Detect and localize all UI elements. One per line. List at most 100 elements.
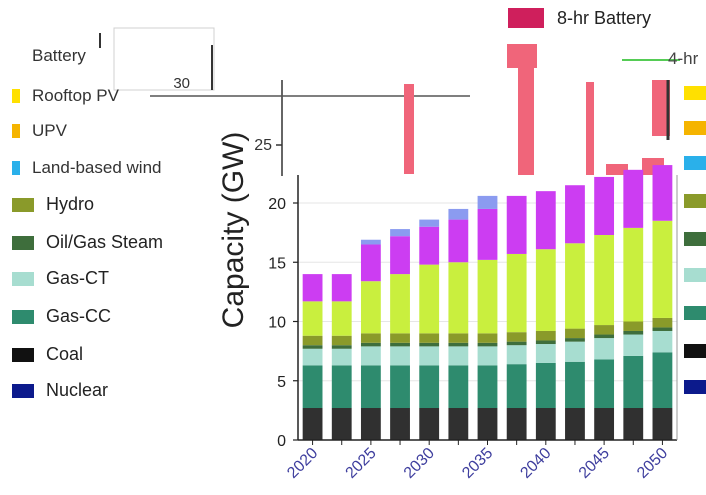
y-tick-labels: 0 5 10 15 20: [268, 196, 286, 450]
legend-swatch: [12, 383, 34, 398]
y-tick-label: 20: [268, 196, 286, 213]
bar-segment: [331, 274, 352, 302]
bar-segment: [302, 345, 323, 349]
bar-segment: [302, 335, 323, 346]
legend-label: Gas-CT: [46, 268, 109, 288]
bar-segment: [477, 259, 498, 334]
bar-segment: [652, 352, 673, 409]
x-tick-label: 2025: [343, 445, 380, 482]
bar-segment: [565, 243, 585, 329]
bar-segment: [419, 365, 440, 409]
ghost-swatch: [684, 121, 706, 135]
legend-label-partial: 4-hr: [668, 49, 699, 68]
bar-segment: [360, 365, 381, 409]
bar-segment: [390, 346, 410, 366]
ghost-swatch: [684, 86, 706, 100]
y-tick-label: 0: [277, 433, 286, 450]
ghost-swatch: [684, 232, 706, 246]
bar-segment: [506, 253, 527, 333]
bar-segment: [623, 355, 644, 409]
bar-segment: [594, 176, 615, 235]
x-tick-label: 2040: [517, 445, 554, 482]
bar-segment: [535, 330, 556, 341]
bar-segment: [623, 169, 644, 228]
bar-segment: [477, 408, 498, 440]
legend-item: Oil/Gas Steam: [12, 232, 163, 253]
legend-swatch: [12, 124, 20, 138]
bar-segment: [594, 338, 615, 360]
overlapped-chart-fragments: 30 25: [99, 27, 706, 394]
bar-segment: [477, 195, 498, 209]
bar-segment: [565, 338, 585, 342]
bar-segment: [390, 365, 410, 409]
bar-segment: [652, 408, 673, 440]
bar-segment: [506, 341, 527, 346]
legend-swatch: [12, 235, 34, 250]
bar-segment: [302, 301, 323, 336]
bar-segment: [506, 408, 527, 440]
bar-segment: [448, 262, 469, 334]
legend-item: UPV: [12, 121, 67, 141]
bar-segment: [565, 361, 585, 409]
bar-segment: [390, 342, 410, 347]
bar-segment: [477, 208, 498, 260]
legend-label: Gas-CC: [46, 306, 112, 326]
bar-segment: [477, 342, 498, 347]
legend-swatch: [12, 197, 34, 212]
bar-segment: [331, 365, 352, 409]
legend-swatch: [12, 49, 20, 63]
ghost-bar: [586, 82, 594, 176]
bar-segment: [565, 408, 585, 440]
legend-label: UPV: [32, 121, 67, 140]
bar-segment: [331, 345, 352, 349]
ghost-swatch: [684, 380, 706, 394]
ghost-swatch: [684, 194, 706, 208]
bar-segment: [390, 229, 410, 237]
legend-label: Nuclear: [46, 380, 109, 400]
ghost-tick-upper: 30: [173, 75, 190, 92]
ghost-bar: [652, 80, 670, 136]
bar-segment: [448, 333, 469, 343]
legend-label: Rooftop PV: [32, 86, 119, 105]
x-tick-label: 2030: [401, 445, 438, 482]
bar-segment: [390, 333, 410, 343]
bar-segment: [623, 227, 644, 322]
bar-segment: [535, 249, 556, 331]
bar-segment: [419, 226, 440, 265]
x-tick-label: 2020: [284, 445, 321, 482]
bar-segment: [390, 236, 410, 275]
ghost-bar: [404, 84, 414, 174]
bar-segment: [360, 333, 381, 343]
bar-segment: [594, 334, 615, 339]
legend-swatch: [12, 89, 20, 103]
x-tick-label: 2050: [634, 445, 671, 482]
bar-segment: [302, 408, 323, 440]
legend-item: Gas-CC: [12, 306, 111, 327]
bar-segment: [477, 346, 498, 366]
bar-segment: [302, 365, 323, 409]
bar-segment: [535, 344, 556, 363]
legend-label: Hydro: [46, 194, 95, 214]
bar-segment: [448, 208, 469, 220]
bar-segment: [331, 301, 352, 336]
bar-segment: [506, 332, 527, 342]
bar-segment: [448, 365, 469, 409]
bar-segment: [448, 346, 469, 366]
bar-segment: [535, 191, 556, 250]
ghost-swatch: [684, 156, 706, 170]
legend-item: Nuclear: [12, 380, 108, 401]
legend-label: Coal: [46, 344, 84, 364]
bar-segment: [419, 408, 440, 440]
legend-label: Battery: [32, 46, 86, 65]
x-tick-label: 2035: [459, 445, 496, 482]
bar-segment: [506, 345, 527, 365]
bar-segment: [448, 408, 469, 440]
bar-segment: [652, 317, 673, 328]
bar-segment: [360, 281, 381, 334]
bar-segment: [477, 333, 498, 343]
bar-segment: [594, 359, 615, 409]
legend-label: 8-hr Battery: [557, 8, 651, 28]
legend-swatch: [12, 347, 34, 362]
bar-segment: [594, 234, 615, 326]
